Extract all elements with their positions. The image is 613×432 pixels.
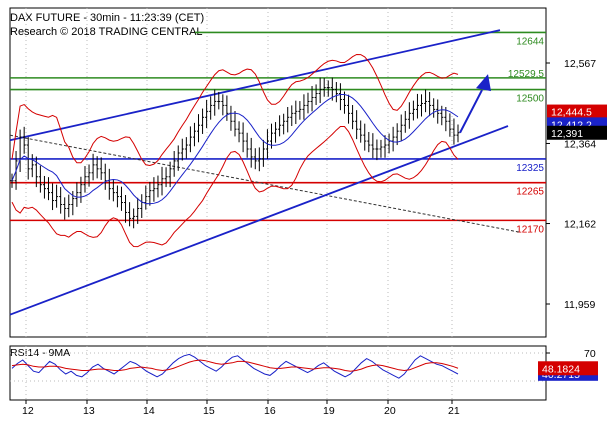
chart-subtitle: Research © 2018 TRADING CENTRAL [10,26,203,38]
level-label: 12170 [516,224,544,235]
rsi-series-line [11,353,459,379]
y-tick-label: 12,364 [564,138,596,150]
rsi-panel-frame [9,345,547,401]
x-tick-label: 12 [22,405,34,417]
level-label: 12500 [516,94,544,105]
level-label: 12325 [516,163,544,174]
bollinger-upper [11,53,459,167]
price-tag-box [547,104,607,119]
y-tick-label: 12,567 [564,58,596,70]
x-tick-label: 21 [448,405,460,417]
x-tick-label: 14 [143,405,155,417]
x-tick-label: 16 [264,405,276,417]
rsi-tag-label: 48.1824 [542,363,580,375]
rsi-series-line [11,359,459,372]
upper-trendline [9,29,501,142]
x-tick-label: 13 [83,405,95,417]
x-tick-label: 15 [203,405,215,417]
price-panel-frame [9,7,547,338]
moving-average [11,94,459,205]
rsi-y-tick-label: 70 [584,348,596,360]
rsi-tag-box [538,361,598,376]
level-label: 12265 [516,187,544,198]
x-tick-label: 19 [323,405,335,417]
price-tag-label: 12,391 [551,128,583,140]
x-tick-label: 20 [384,405,396,417]
y-tick-label: 11,959 [564,299,595,311]
projection-arrowhead [476,74,491,92]
level-label: 12644 [516,36,544,47]
projection-arrow [459,89,483,134]
y-tick-label: 12,162 [564,219,596,231]
long-ma-line [9,134,521,233]
price-tag-box [547,125,607,140]
lower-trendline [9,125,509,316]
level-label: 12529,5 [508,69,545,80]
chart-title: DAX FUTURE - 30min - 11:23:39 (CET) [10,12,205,24]
price-tag-label: 12,444.5 [551,107,592,119]
bollinger-lower [11,126,459,248]
rsi-panel-title: RSI14 - 9MA [10,347,71,359]
